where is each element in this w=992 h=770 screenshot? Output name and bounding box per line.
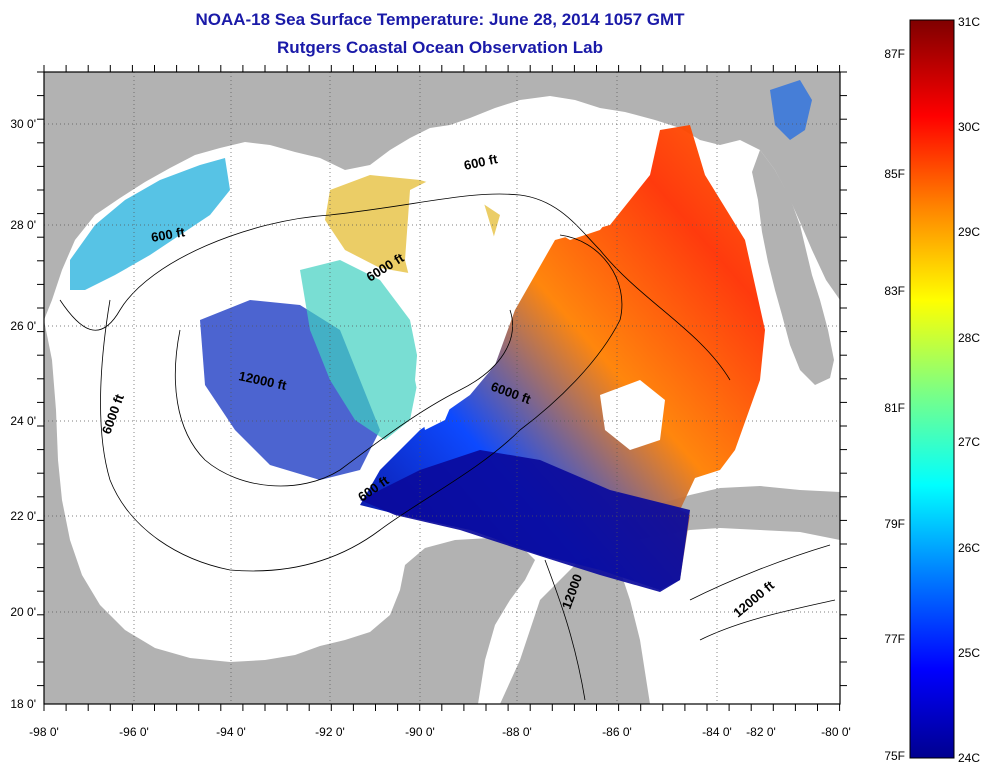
colorbar-c-label: 28C	[958, 331, 980, 345]
longitude-axis: -98 0' -96 0' -94 0' -92 0' -90 0' -88 0…	[29, 725, 851, 739]
map-subtitle: Rutgers Coastal Ocean Observation Lab	[277, 38, 603, 57]
colorbar-c-label: 25C	[958, 646, 980, 660]
map-title: NOAA-18 Sea Surface Temperature: June 28…	[195, 10, 685, 29]
lat-label: 22 0'	[10, 509, 36, 523]
axis-ticks	[37, 65, 847, 711]
colorbar-f-label: 83F	[884, 284, 905, 298]
colorbar	[909, 19, 955, 759]
sst-patch-florida-coast	[770, 80, 812, 140]
bathymetry-contours	[59, 193, 836, 701]
lat-label: 30 0'	[10, 117, 36, 131]
colorbar-celsius-scale: 31C 30C 29C 28C 27C 26C 25C 24C	[958, 15, 980, 765]
latitude-axis: 30 0' 28 0' 26 0' 24 0' 22 0' 20 0' 18 0…	[10, 117, 36, 711]
colorbar-c-label: 24C	[958, 751, 980, 765]
lat-label: 20 0'	[10, 605, 36, 619]
lon-label: -82 0'	[746, 725, 776, 739]
colorbar-c-label: 26C	[958, 541, 980, 555]
cloud-mask-3	[600, 380, 665, 450]
contour-label-600-texas: 600 ft	[150, 224, 187, 245]
colorbar-c-label: 30C	[958, 120, 980, 134]
grid-lines	[44, 72, 840, 704]
land-florida	[752, 150, 834, 385]
lat-label: 24 0'	[10, 414, 36, 428]
cloud-mask-2	[540, 140, 630, 240]
colorbar-c-label: 29C	[958, 225, 980, 239]
lon-label: -96 0'	[119, 725, 149, 739]
lon-label: -86 0'	[602, 725, 632, 739]
sst-deep-blue-south	[360, 450, 690, 592]
colorbar-fahrenheit-scale: 87F 85F 83F 81F 79F 77F 75F	[884, 47, 905, 763]
sst-patch-texas	[70, 158, 230, 290]
colorbar-f-label: 87F	[884, 47, 905, 61]
land-us-gulf-coast	[44, 72, 840, 320]
lon-label: -98 0'	[29, 725, 59, 739]
lat-label: 26 0'	[10, 319, 36, 333]
lat-label: 18 0'	[10, 697, 36, 711]
colorbar-f-label: 75F	[884, 749, 905, 763]
colorbar-f-label: 85F	[884, 167, 905, 181]
colorbar-f-label: 81F	[884, 401, 905, 415]
lat-label: 28 0'	[10, 218, 36, 232]
land-mexico	[44, 320, 535, 704]
lon-label: -80 0'	[821, 725, 851, 739]
contour-label-600-north: 600 ft	[463, 151, 500, 173]
land-yucatan-east	[500, 555, 650, 704]
colorbar-c-label: 27C	[958, 435, 980, 449]
lon-label: -84 0'	[702, 725, 732, 739]
lon-label: -92 0'	[315, 725, 345, 739]
colorbar-c-label: 31C	[958, 15, 980, 29]
lon-label: -90 0'	[405, 725, 435, 739]
lon-label: -94 0'	[216, 725, 246, 739]
colorbar-f-label: 79F	[884, 517, 905, 531]
lon-label: -88 0'	[502, 725, 532, 739]
cloud-mask-1	[405, 170, 495, 430]
colorbar-f-label: 77F	[884, 632, 905, 646]
